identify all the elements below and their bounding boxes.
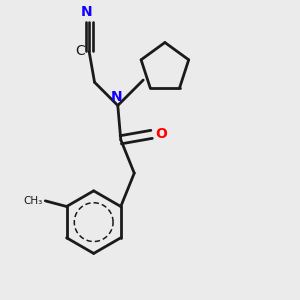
Text: CH₃: CH₃ <box>24 196 43 206</box>
Text: O: O <box>155 127 167 141</box>
Text: N: N <box>81 4 92 19</box>
Text: C: C <box>75 44 85 58</box>
Text: N: N <box>110 90 122 104</box>
